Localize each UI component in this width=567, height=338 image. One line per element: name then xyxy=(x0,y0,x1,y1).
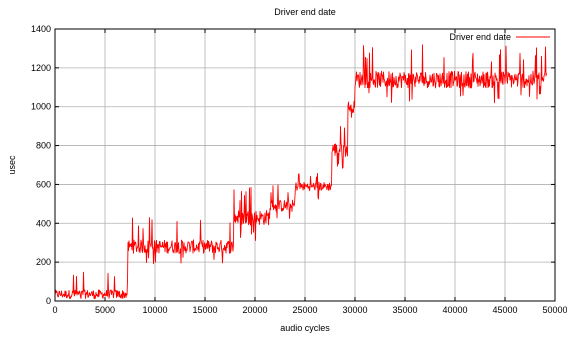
y-tick-label: 1000 xyxy=(31,102,51,112)
y-axis-title: usec xyxy=(7,155,17,175)
x-tick-label: 10000 xyxy=(142,305,167,315)
x-tick-label: 0 xyxy=(52,305,57,315)
y-tick-label: 0 xyxy=(46,296,51,306)
x-tick-label: 40000 xyxy=(442,305,467,315)
x-tick-label: 35000 xyxy=(392,305,417,315)
y-tick-label: 400 xyxy=(36,218,51,228)
series-layer xyxy=(54,44,547,300)
x-tick-label: 50000 xyxy=(542,305,567,315)
y-tick-label: 200 xyxy=(36,257,51,267)
x-tick-label: 15000 xyxy=(192,305,217,315)
series-line xyxy=(54,44,547,300)
x-tick-label: 30000 xyxy=(342,305,367,315)
grid xyxy=(55,29,555,301)
legend: Driver end date xyxy=(449,32,550,42)
y-tick-label: 800 xyxy=(36,141,51,151)
x-axis-title: audio cycles xyxy=(280,323,330,333)
chart-title: Driver end date xyxy=(274,7,336,17)
x-tick-label: 5000 xyxy=(95,305,115,315)
x-tick-label: 25000 xyxy=(292,305,317,315)
y-tick-label: 1200 xyxy=(31,63,51,73)
x-tick-label: 20000 xyxy=(242,305,267,315)
ticks: 0 5000 10000 15000 20000 25000 30000 35000 40000… xyxy=(31,24,567,315)
legend-label: Driver end date xyxy=(449,32,511,42)
y-tick-label: 600 xyxy=(36,179,51,189)
x-tick-label: 45000 xyxy=(492,305,517,315)
y-tick-label: 1400 xyxy=(31,24,51,34)
